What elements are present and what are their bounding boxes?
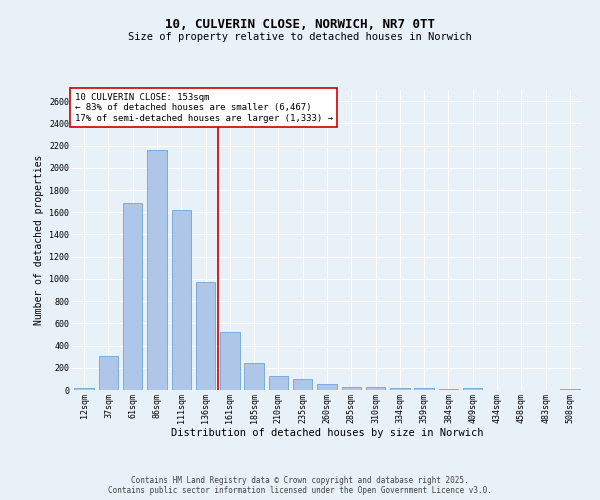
Bar	[463, 388, 482, 390]
Bar	[147, 150, 167, 390]
Text: 10, CULVERIN CLOSE, NORWICH, NR7 0TT: 10, CULVERIN CLOSE, NORWICH, NR7 0TT	[165, 18, 435, 30]
Text: Contains HM Land Registry data © Crown copyright and database right 2025.
Contai: Contains HM Land Registry data © Crown c…	[108, 476, 492, 495]
Bar	[293, 380, 313, 390]
Bar	[269, 376, 288, 390]
Bar	[99, 356, 118, 390]
Bar	[220, 332, 239, 390]
Bar	[390, 388, 410, 390]
Text: 10 CULVERIN CLOSE: 153sqm
← 83% of detached houses are smaller (6,467)
17% of se: 10 CULVERIN CLOSE: 153sqm ← 83% of detac…	[74, 93, 332, 123]
Bar	[123, 204, 142, 390]
Bar	[366, 386, 385, 390]
Bar	[560, 389, 580, 390]
Bar	[172, 210, 191, 390]
X-axis label: Distribution of detached houses by size in Norwich: Distribution of detached houses by size …	[171, 428, 483, 438]
Text: Size of property relative to detached houses in Norwich: Size of property relative to detached ho…	[128, 32, 472, 42]
Bar	[415, 388, 434, 390]
Bar	[317, 384, 337, 390]
Bar	[74, 388, 94, 390]
Bar	[196, 282, 215, 390]
Bar	[341, 386, 361, 390]
Y-axis label: Number of detached properties: Number of detached properties	[34, 155, 44, 325]
Bar	[244, 364, 264, 390]
